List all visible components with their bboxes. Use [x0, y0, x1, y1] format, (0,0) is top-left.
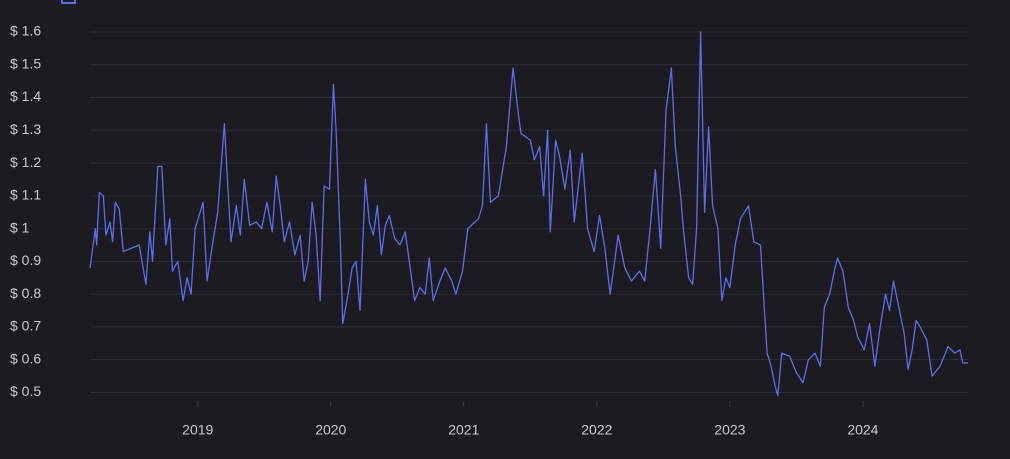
y-tick-label: $ 1.6	[10, 23, 41, 39]
x-tick-label: 2021	[448, 422, 479, 438]
y-tick-label: $ 1.1	[10, 187, 41, 203]
x-tick-label: 2020	[315, 422, 346, 438]
y-tick-label: $ 1	[10, 219, 30, 235]
y-tick-label: $ 0.9	[10, 252, 41, 268]
y-tick-label: $ 1.5	[10, 55, 41, 71]
y-tick-label: $ 0.7	[10, 318, 41, 334]
price-line	[89, 31, 968, 397]
y-tick-label: $ 0.5	[10, 383, 41, 399]
x-tick-label: 2022	[581, 422, 612, 438]
y-tick-label: $ 1.2	[10, 154, 41, 170]
x-tick-label: 2024	[847, 422, 878, 438]
x-tick-label: 2023	[714, 422, 745, 438]
legend-swatch	[61, 0, 76, 4]
y-tick-label: $ 1.3	[10, 121, 41, 137]
y-tick-label: $ 0.6	[10, 350, 41, 366]
y-tick-label: $ 0.8	[10, 285, 41, 301]
x-tick-label: 2019	[182, 422, 213, 438]
y-tick-label: $ 1.4	[10, 88, 41, 104]
